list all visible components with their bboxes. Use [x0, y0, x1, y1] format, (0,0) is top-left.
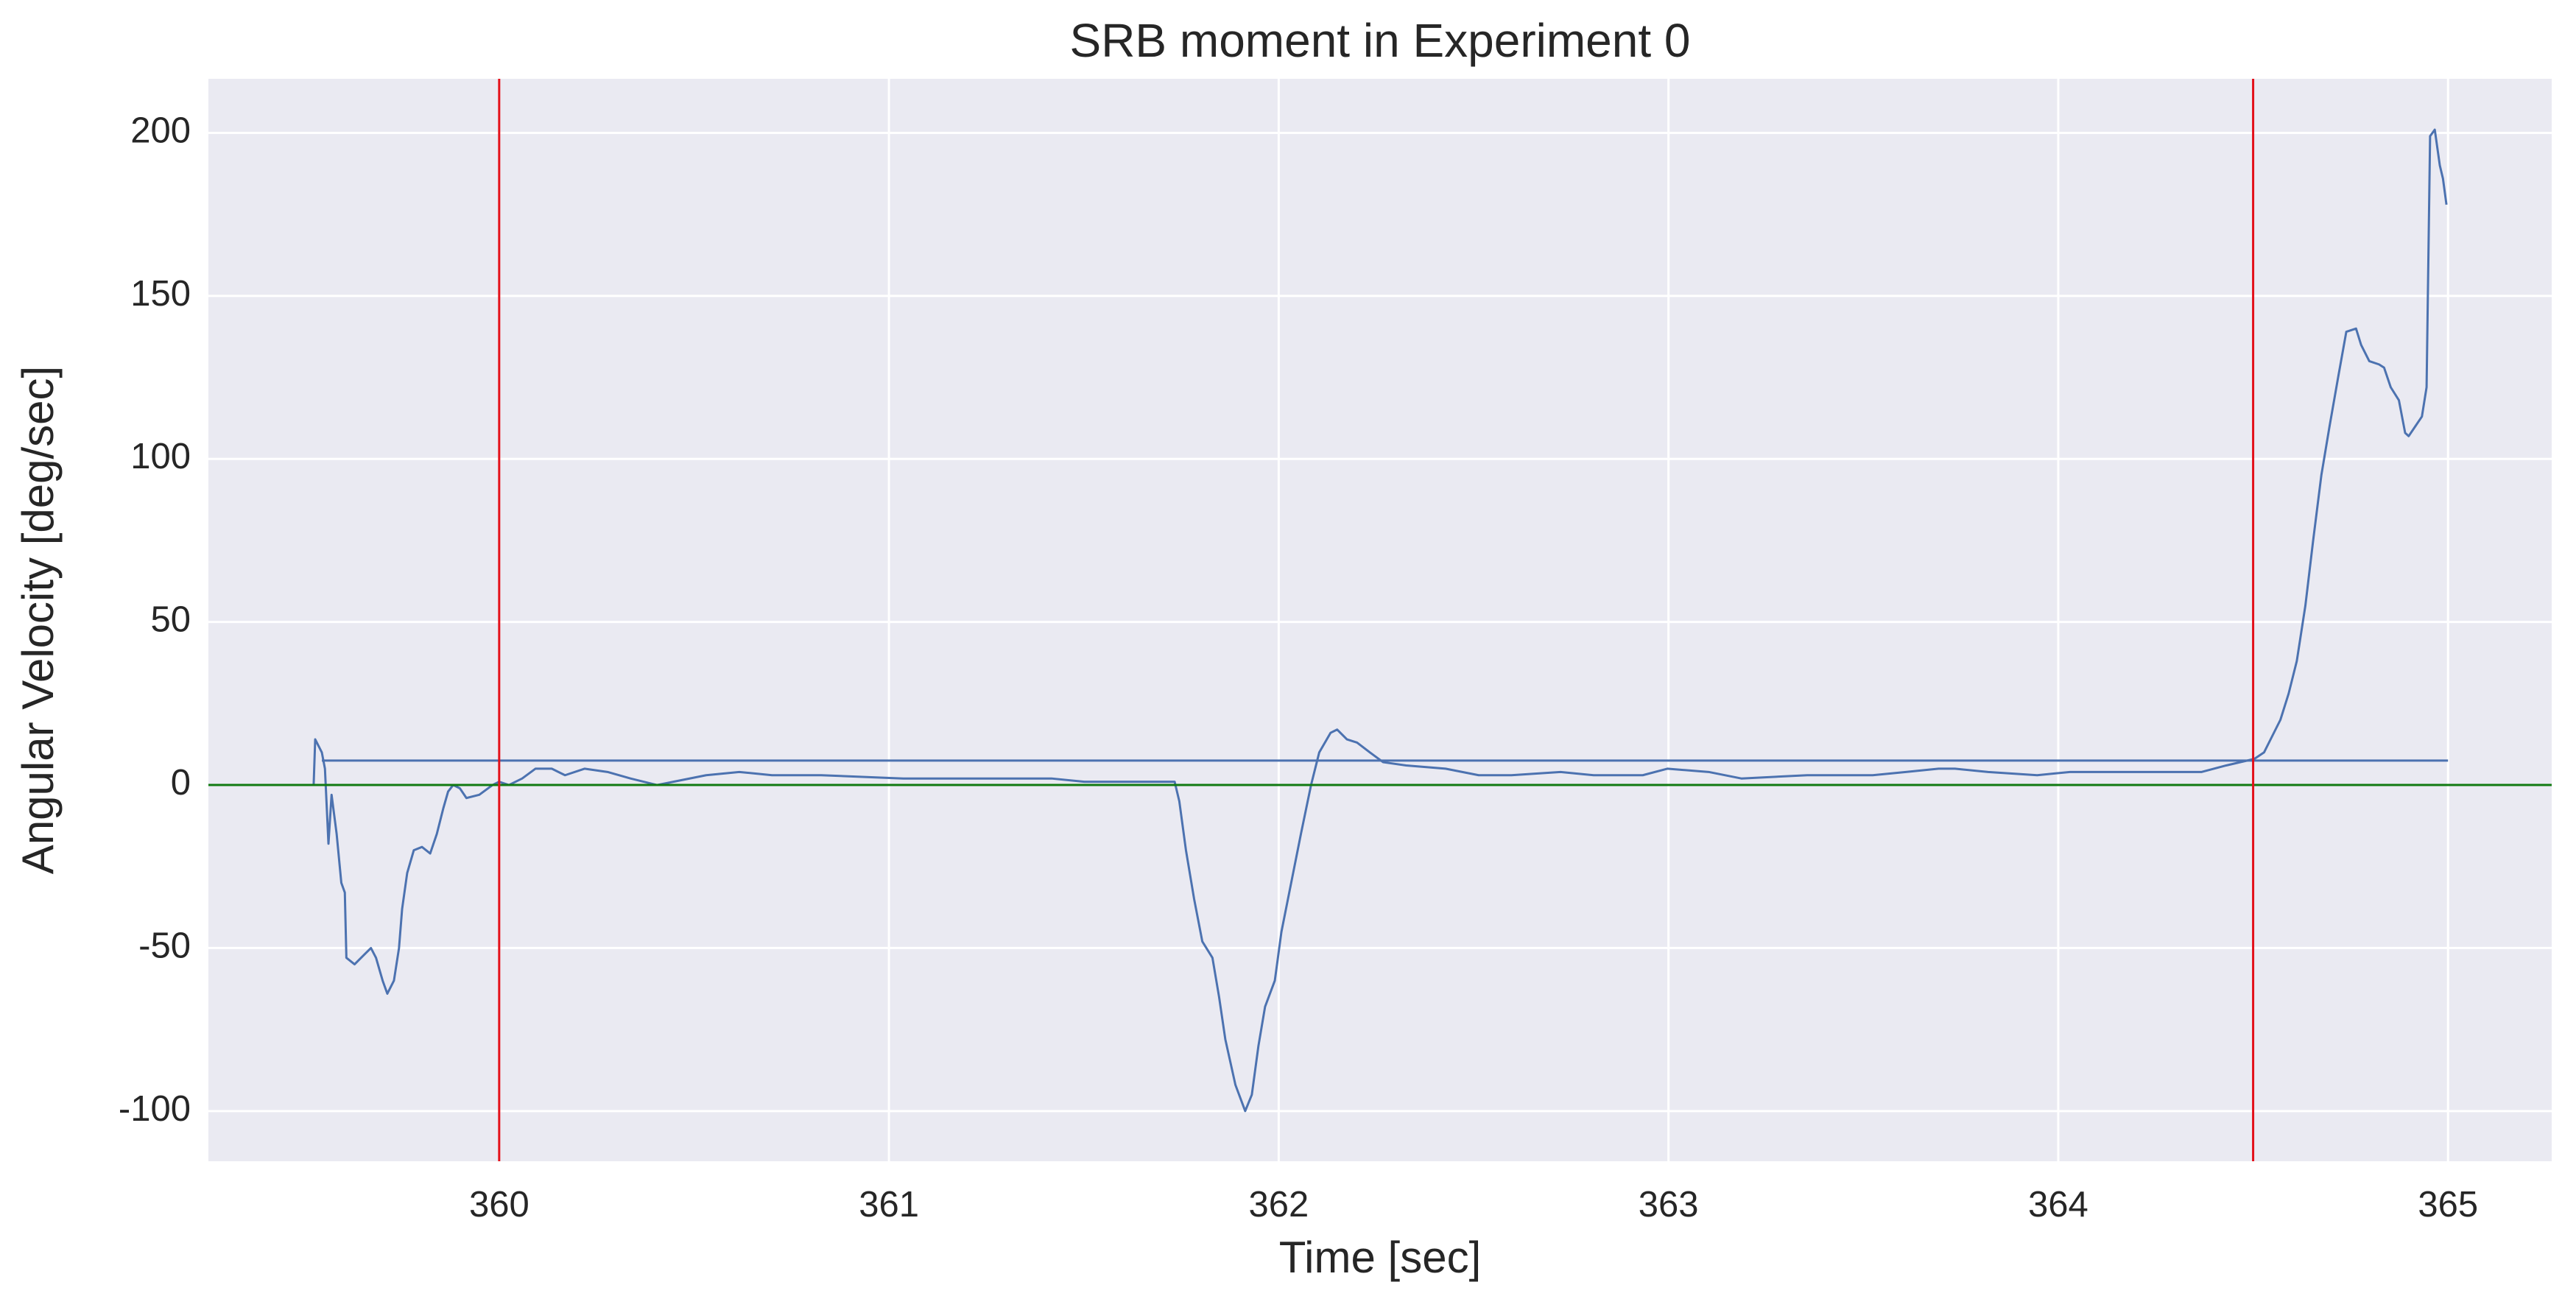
x-tick-label: 363: [1639, 1185, 1699, 1225]
y-tick-label: 100: [130, 437, 191, 476]
x-axis-label: Time [sec]: [1279, 1233, 1481, 1282]
marks: [208, 79, 2552, 1161]
y-tick-label: -100: [119, 1089, 191, 1129]
chart-title: SRB moment in Experiment 0: [1070, 14, 1691, 67]
y-tick-label: -50: [138, 926, 191, 965]
ticks: -100 -50 0 50 100 150 200 360 361 362 363 364 365: [119, 110, 2478, 1225]
plot-background: [208, 79, 2552, 1161]
x-tick-label: 364: [2028, 1185, 2088, 1225]
y-tick-label: 200: [130, 110, 191, 150]
y-tick-label: 0: [171, 763, 191, 803]
y-tick-label: 150: [130, 274, 191, 314]
y-axis-label: Angular Velocity [deg/sec]: [13, 366, 63, 874]
y-tick-label: 50: [150, 600, 191, 640]
x-tick-label: 365: [2418, 1185, 2478, 1225]
x-tick-label: 361: [859, 1185, 919, 1225]
x-tick-label: 362: [1249, 1185, 1309, 1225]
x-tick-label: 360: [469, 1185, 529, 1225]
data-line: [312, 128, 2448, 1113]
